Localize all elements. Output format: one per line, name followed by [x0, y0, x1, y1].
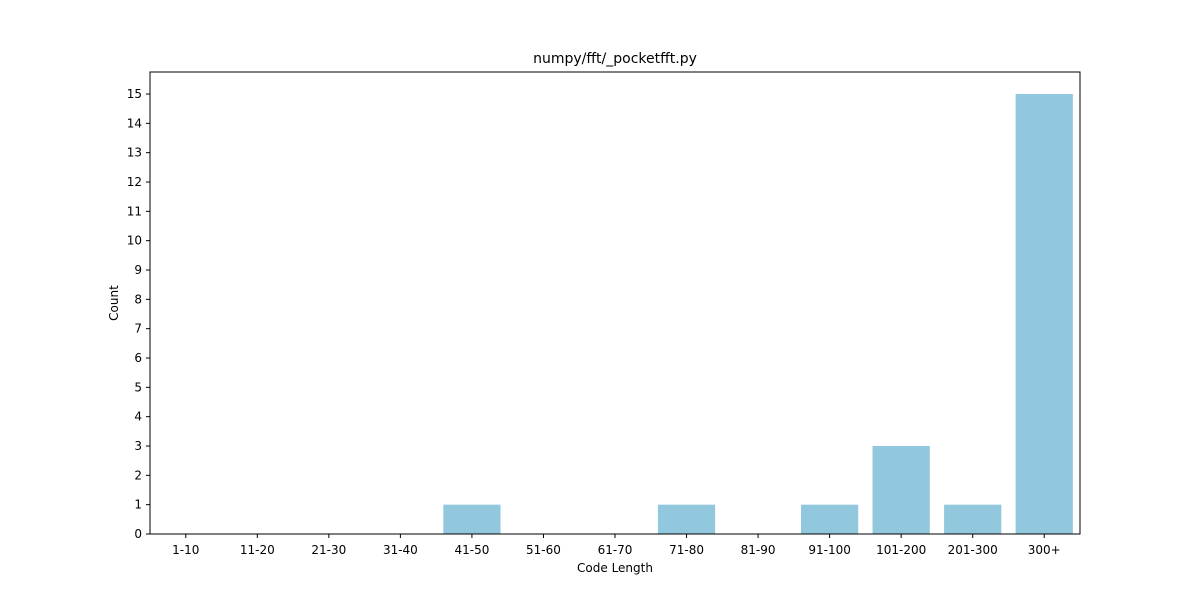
y-tick-label: 15	[127, 87, 142, 101]
chart-title: numpy/fft/_pocketfft.py	[533, 51, 697, 67]
x-tick-label: 51-60	[526, 543, 561, 557]
y-tick-label: 10	[127, 234, 142, 248]
bar-201-300	[944, 504, 1002, 534]
y-tick-label: 11	[127, 204, 142, 218]
x-tick-label: 71-80	[669, 543, 704, 557]
x-axis-label: Code Length	[577, 561, 653, 575]
y-tick-label: 1	[134, 498, 142, 512]
bar-41-50	[443, 504, 501, 534]
y-tick-label: 6	[134, 351, 142, 365]
y-tick-label: 9	[134, 263, 142, 277]
y-tick-label: 2	[134, 468, 142, 482]
bar-71-80	[657, 504, 716, 534]
y-tick-label: 5	[134, 380, 142, 394]
y-tick-label: 7	[134, 322, 142, 336]
x-tick-label: 31-40	[383, 543, 418, 557]
x-axis-ticks: 1-10 11-20 21-30 31-40 41-50 51-60 61-70 71-80 8…	[172, 534, 1061, 557]
y-tick-label: 8	[134, 292, 142, 306]
x-tick-label: 11-20	[240, 543, 275, 557]
x-tick-label: 1-10	[172, 543, 199, 557]
x-tick-label: 101-200	[876, 543, 926, 557]
x-tick-label: 61-70	[598, 543, 633, 557]
x-tick-label: 300+	[1028, 543, 1061, 557]
y-tick-label: 4	[134, 410, 142, 424]
bar-101-200	[872, 446, 930, 534]
plot-frame	[149, 71, 1081, 535]
x-tick-label: 81-90	[741, 543, 776, 557]
y-axis-label: Count	[107, 285, 121, 321]
x-tick-label: 21-30	[311, 543, 346, 557]
bars-layer	[443, 94, 1073, 534]
y-tick-label: 0	[134, 527, 142, 541]
x-tick-label: 201-300	[948, 543, 998, 557]
bar-300+	[1015, 94, 1073, 534]
x-tick-label: 41-50	[454, 543, 489, 557]
y-tick-label: 14	[127, 116, 142, 130]
y-tick-label: 12	[127, 175, 142, 189]
bar-91-100	[801, 504, 859, 534]
y-tick-label: 13	[127, 146, 142, 160]
y-tick-label: 3	[134, 439, 142, 453]
x-tick-label: 91-100	[808, 543, 851, 557]
